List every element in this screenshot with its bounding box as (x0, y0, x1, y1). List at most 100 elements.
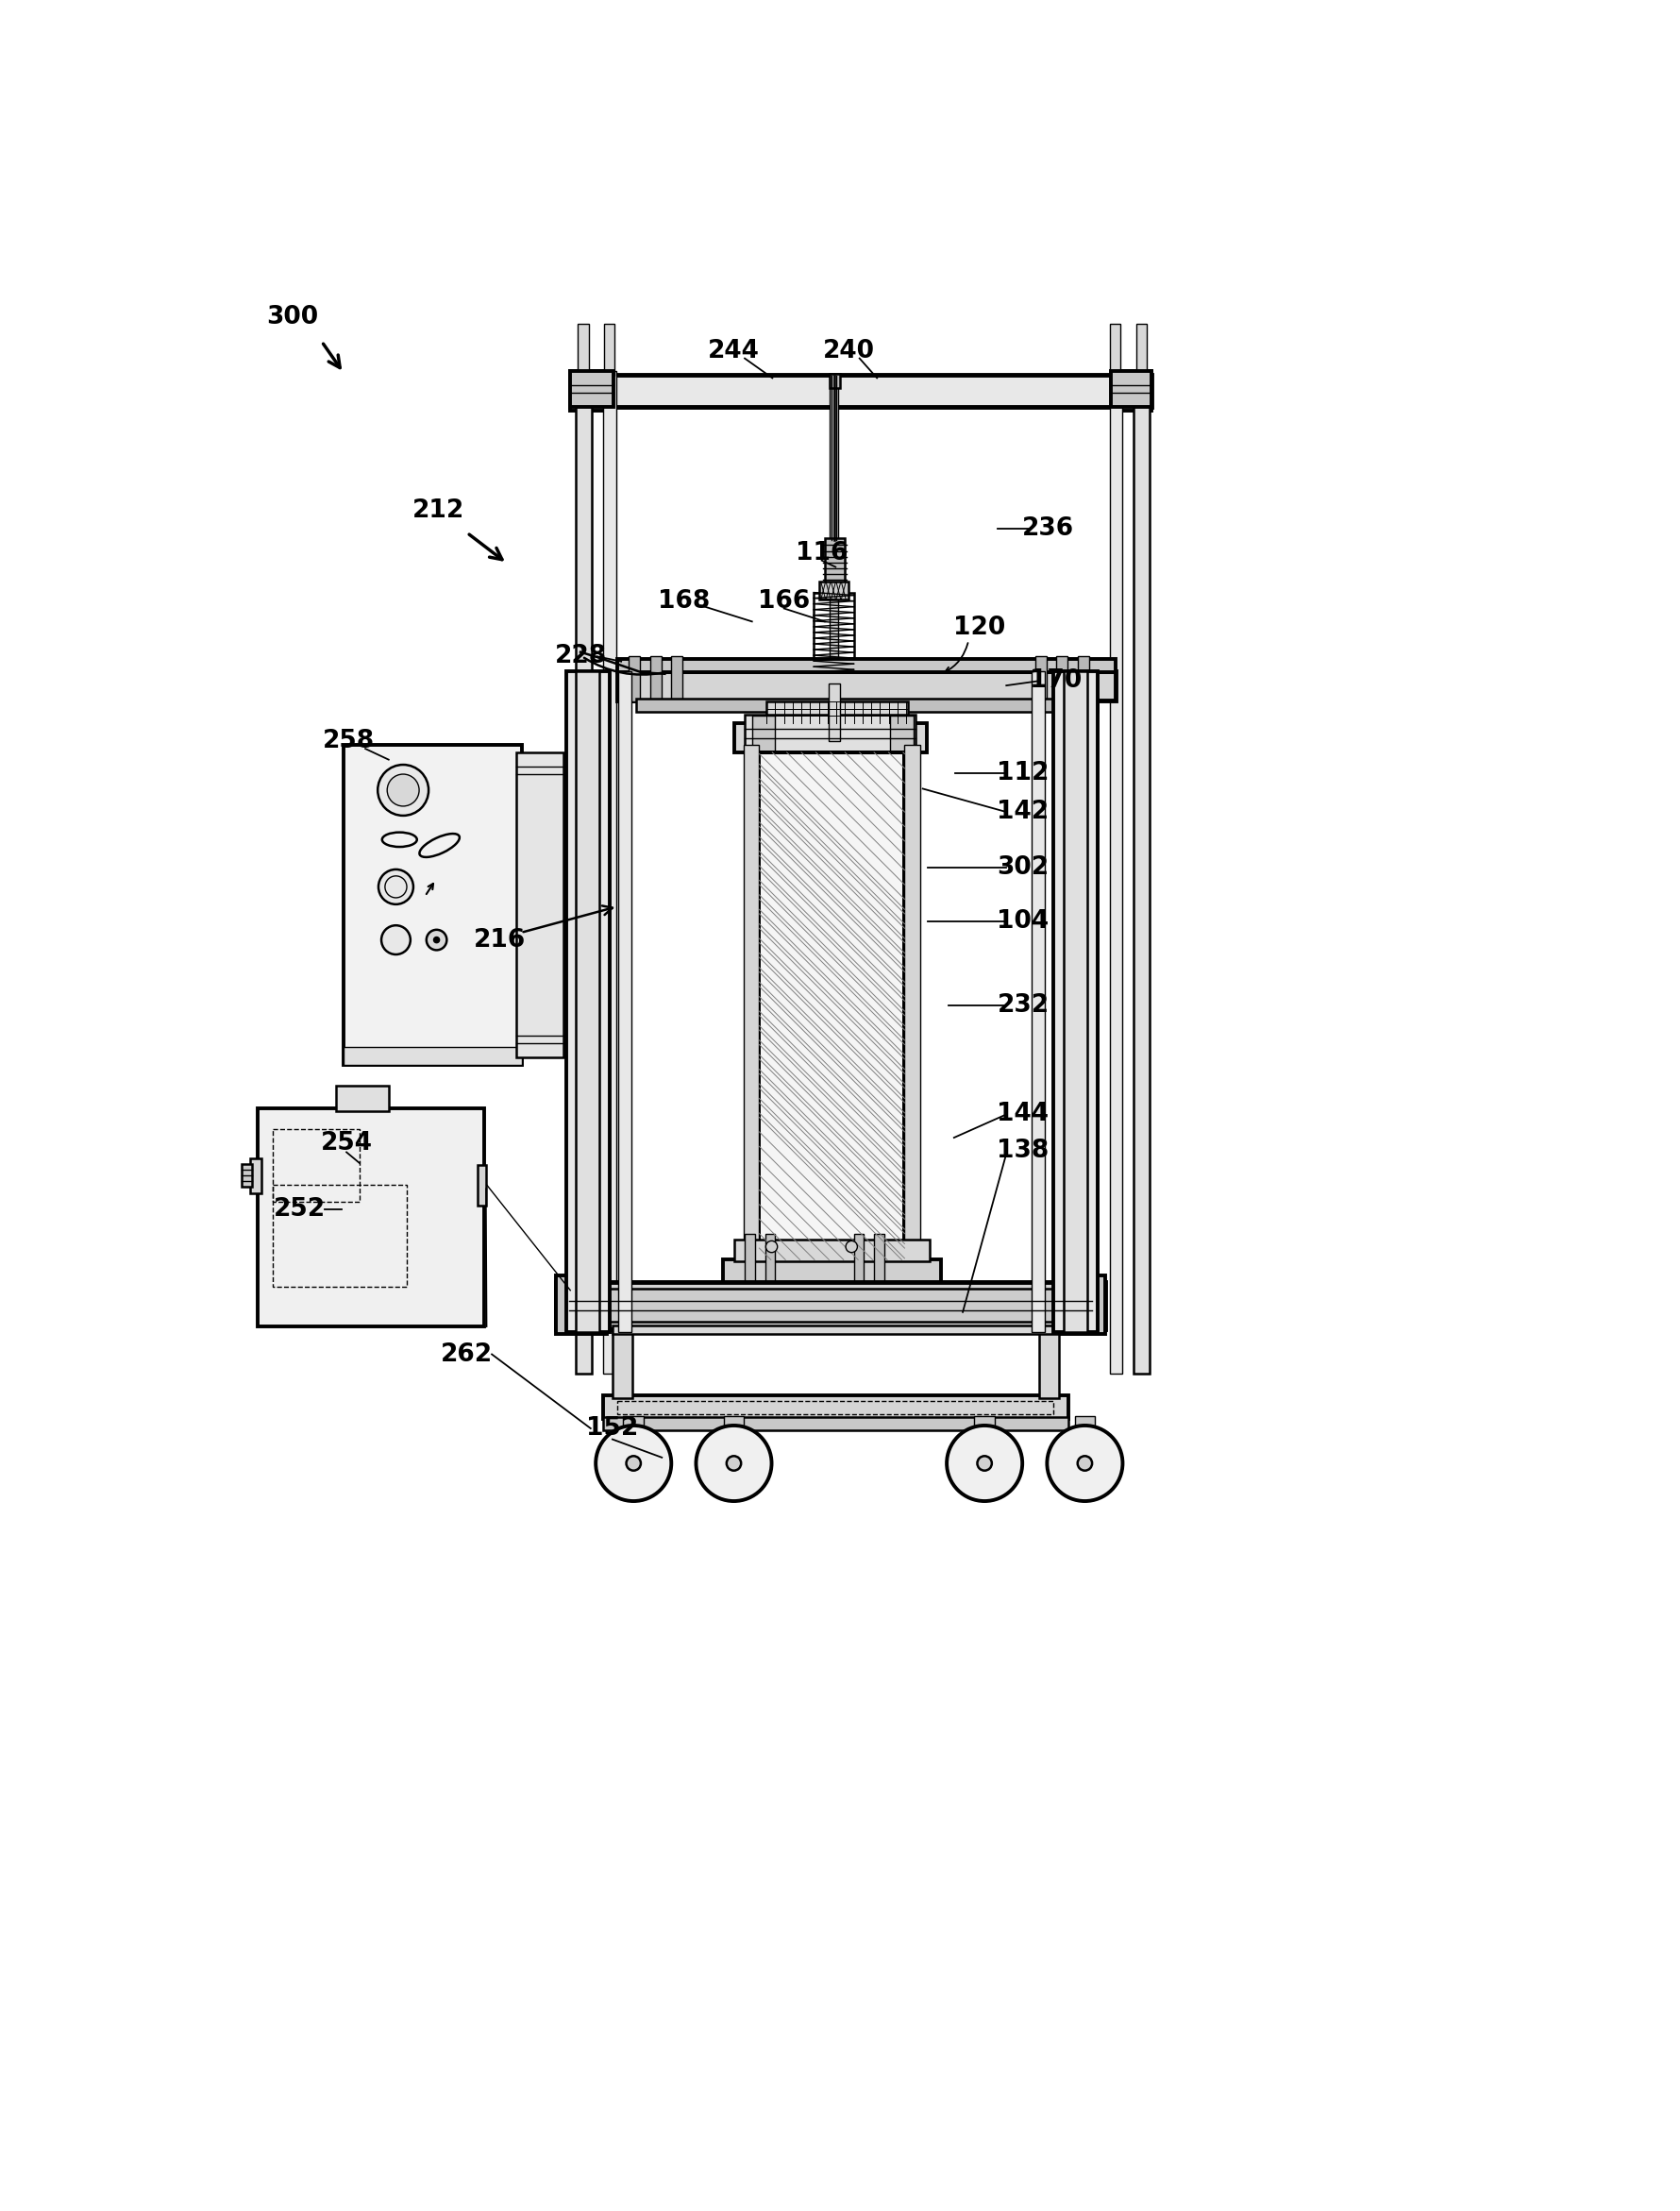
Bar (556, 1282, 1105, 1329)
Text: 120: 120 (953, 615, 1006, 639)
Bar (830, 378, 838, 683)
Bar (1063, 670, 1087, 1333)
Text: 244: 244 (707, 338, 759, 363)
Circle shape (978, 1457, 991, 1470)
Text: 170: 170 (1030, 670, 1082, 694)
Bar (272, 1130, 360, 1201)
Circle shape (627, 1457, 640, 1470)
Bar (635, 699, 1097, 712)
Bar (570, 371, 613, 407)
Circle shape (948, 1426, 1023, 1501)
Bar (1112, 371, 1152, 411)
Bar (618, 670, 1116, 701)
Circle shape (378, 765, 428, 816)
Bar (618, 659, 1116, 672)
Bar (576, 670, 600, 1333)
Text: 152: 152 (586, 1415, 638, 1442)
Bar (272, 1185, 407, 1287)
Bar (813, 593, 853, 672)
Text: 144: 144 (998, 1101, 1048, 1128)
Bar (759, 752, 904, 1260)
Circle shape (427, 931, 447, 951)
Bar (1038, 1329, 1060, 1400)
Circle shape (596, 1426, 672, 1501)
Bar (516, 752, 563, 1057)
Bar (890, 716, 914, 752)
Bar (744, 714, 916, 754)
Circle shape (381, 926, 410, 955)
Bar (828, 683, 840, 741)
Bar (613, 1329, 633, 1400)
Bar (825, 537, 845, 586)
Bar (722, 1260, 941, 1282)
Bar (743, 745, 759, 1267)
Bar (477, 1165, 486, 1205)
Text: 216: 216 (474, 929, 526, 953)
Bar (744, 1234, 754, 1287)
Bar (1109, 371, 1122, 1373)
Circle shape (1047, 1426, 1122, 1501)
Bar (556, 1276, 606, 1333)
Bar (650, 657, 662, 701)
Bar (250, 1159, 262, 1194)
Bar (578, 323, 590, 376)
Bar (853, 1234, 864, 1287)
Bar (820, 661, 850, 674)
Bar (344, 745, 521, 1066)
Text: 138: 138 (996, 1139, 1048, 1163)
Bar (734, 723, 926, 752)
Text: 300: 300 (267, 305, 319, 329)
Text: 302: 302 (996, 856, 1048, 880)
Bar (257, 1108, 484, 1327)
Circle shape (378, 869, 413, 904)
Text: 258: 258 (323, 730, 375, 754)
Bar (734, 1240, 931, 1260)
Bar (1110, 371, 1152, 407)
Bar (670, 657, 682, 701)
Bar (1075, 1415, 1095, 1426)
Bar (874, 1234, 884, 1287)
Bar (242, 1163, 252, 1187)
Bar (344, 1046, 521, 1066)
Text: 240: 240 (823, 338, 875, 363)
Bar (566, 670, 610, 1333)
Bar (1134, 371, 1149, 1373)
Text: 254: 254 (321, 1132, 373, 1156)
Bar (974, 1415, 995, 1426)
Text: 112: 112 (996, 761, 1050, 785)
Bar (1055, 657, 1067, 701)
Bar (628, 657, 640, 701)
Text: 236: 236 (1023, 515, 1075, 542)
Bar (618, 1402, 1053, 1413)
Bar (603, 1417, 1068, 1431)
Circle shape (433, 937, 440, 942)
Bar (613, 1324, 1060, 1333)
Circle shape (845, 1240, 857, 1251)
Circle shape (696, 1426, 771, 1501)
Bar (753, 716, 774, 752)
Text: 262: 262 (440, 1342, 492, 1366)
Bar (830, 374, 840, 389)
Text: 232: 232 (996, 993, 1048, 1017)
Bar (605, 323, 615, 376)
Bar (904, 745, 921, 1267)
Text: 166: 166 (758, 588, 810, 612)
Bar (1077, 657, 1089, 701)
Bar (570, 374, 1152, 407)
Bar (623, 1415, 643, 1426)
Bar (1110, 323, 1121, 376)
Text: 252: 252 (274, 1196, 326, 1220)
Circle shape (1077, 1457, 1092, 1470)
Bar (618, 670, 632, 1333)
Text: 142: 142 (996, 800, 1048, 825)
Circle shape (386, 774, 418, 807)
Bar (1035, 657, 1047, 701)
Bar (764, 1234, 774, 1287)
Text: 168: 168 (657, 588, 709, 612)
Bar (1032, 670, 1045, 1333)
Bar (759, 752, 904, 1260)
Bar (336, 1086, 388, 1112)
Bar (575, 371, 591, 1373)
Text: 212: 212 (412, 497, 464, 522)
Bar (1053, 670, 1097, 1333)
